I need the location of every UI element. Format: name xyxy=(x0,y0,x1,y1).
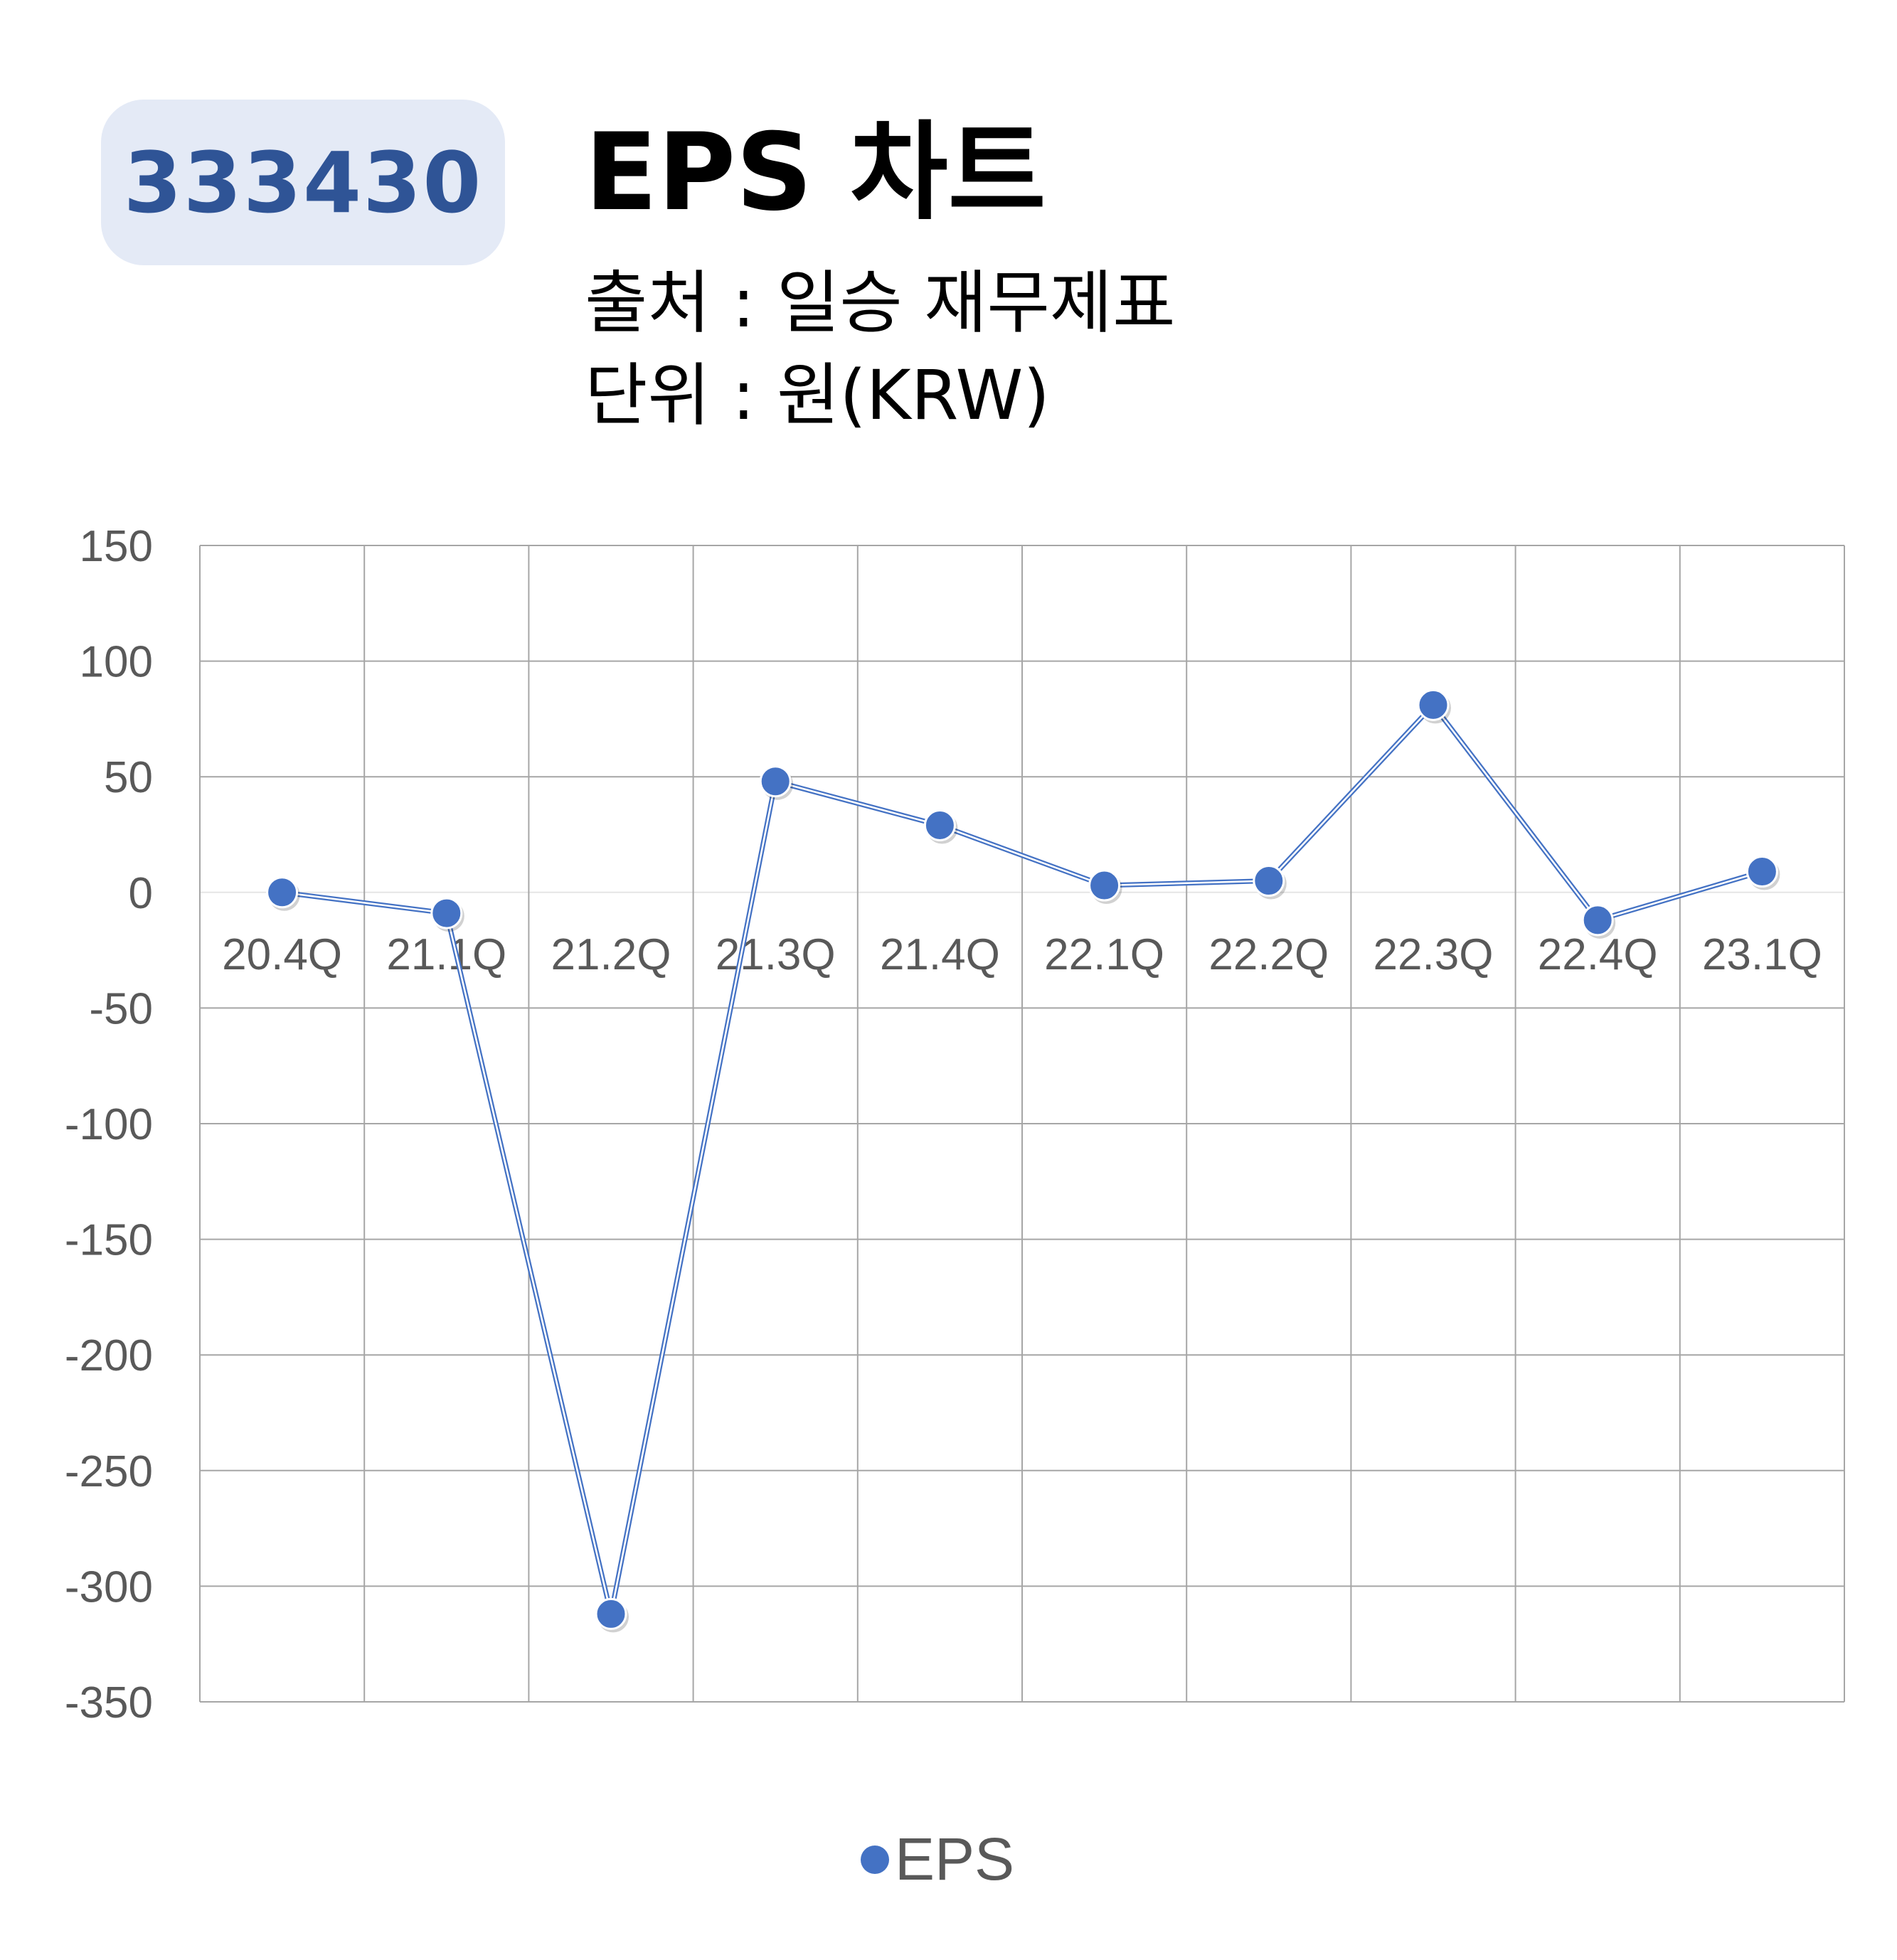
y-tick-label: 150 xyxy=(80,522,153,571)
y-tick-label: -300 xyxy=(65,1562,153,1612)
y-tick-label: -50 xyxy=(89,984,153,1033)
data-point xyxy=(1581,904,1614,937)
x-tick-label: 23.1Q xyxy=(1702,930,1822,979)
legend-marker-icon xyxy=(861,1845,889,1874)
eps-line-chart: 150 100 50 0 -50 -100 -150 -200 -250 -300 -350 20.… xyxy=(65,522,1845,1727)
legend-label: EPS xyxy=(895,1826,1015,1892)
series-line xyxy=(282,701,1763,1615)
y-tick-label: -100 xyxy=(65,1100,153,1149)
x-tick-label: 21.1Q xyxy=(386,930,506,979)
y-tick-label: 50 xyxy=(104,753,153,802)
data-point xyxy=(923,809,956,841)
data-point xyxy=(1745,856,1778,888)
y-axis-ticks: 150 100 50 0 -50 -100 -150 -200 -250 -300 -350 xyxy=(65,522,153,1727)
grid xyxy=(199,545,1845,1703)
y-tick-label: 0 xyxy=(129,869,153,918)
x-tick-label: 21.4Q xyxy=(880,930,1000,979)
data-point xyxy=(1088,869,1121,902)
x-tick-label: 22.2Q xyxy=(1208,930,1329,979)
x-axis-ticks: 20.4Q 21.1Q 21.2Q 21.3Q 21.4Q 22.1Q 22.2Q 22.3Q… xyxy=(222,930,1822,979)
series-points xyxy=(266,688,1780,1633)
eps-series-line-inner xyxy=(282,703,1763,1614)
x-tick-label: 22.1Q xyxy=(1044,930,1164,979)
y-tick-label: -250 xyxy=(65,1447,153,1496)
data-point xyxy=(430,897,463,930)
data-point xyxy=(1253,865,1285,898)
x-tick-label: 20.4Q xyxy=(222,930,342,979)
chart-title: EPS 차트 xyxy=(585,111,1046,235)
stock-code: 333430 xyxy=(123,133,483,232)
y-tick-label: 100 xyxy=(80,638,153,687)
x-tick-label: 22.3Q xyxy=(1373,930,1494,979)
data-point xyxy=(266,876,299,909)
x-tick-label: 21.3Q xyxy=(716,930,836,979)
y-tick-label: -350 xyxy=(65,1678,153,1727)
data-point xyxy=(595,1597,627,1630)
data-point xyxy=(1417,688,1450,721)
source-label: 출처 : 일승 재무제표 xyxy=(585,263,1176,343)
unit-label: 단위 : 원(KRW) xyxy=(585,356,1050,435)
stock-code-badge: 333430 xyxy=(101,100,505,265)
y-tick-label: -150 xyxy=(65,1216,153,1265)
data-point xyxy=(759,765,792,798)
legend: EPS xyxy=(861,1825,1014,1894)
x-tick-label: 22.4Q xyxy=(1538,930,1658,979)
y-tick-label: -200 xyxy=(65,1331,153,1380)
x-tick-label: 21.2Q xyxy=(551,930,671,979)
